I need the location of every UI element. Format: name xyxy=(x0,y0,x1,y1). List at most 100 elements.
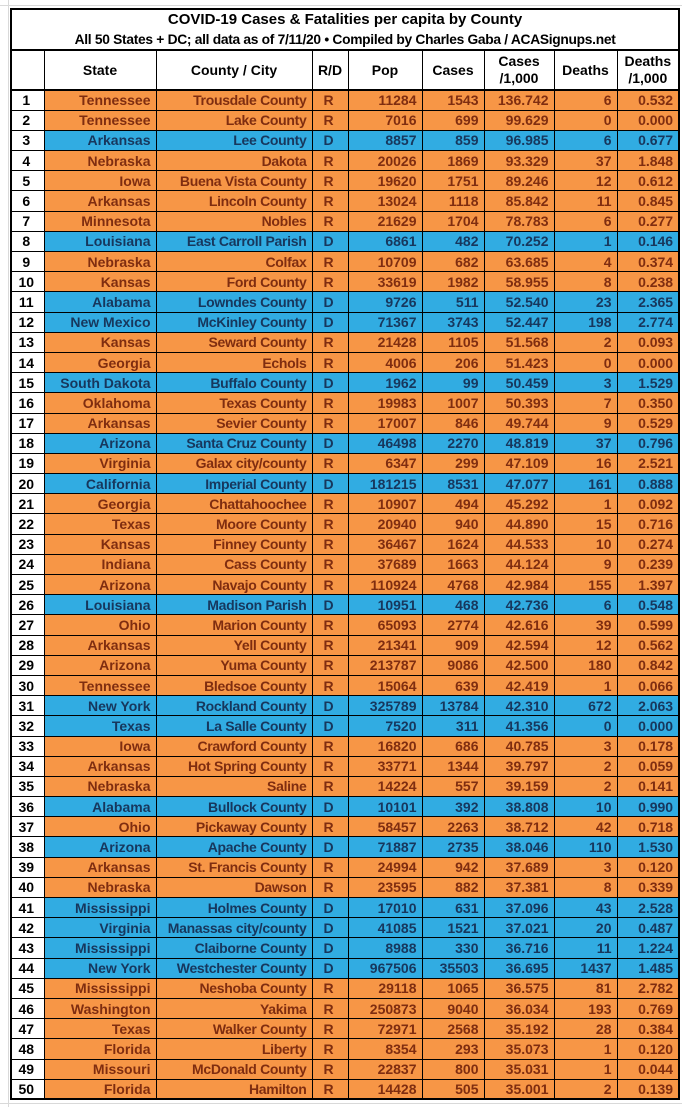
deaths-cell[interactable]: 42 xyxy=(553,816,618,838)
cases-cell[interactable]: 392 xyxy=(421,796,485,818)
deaths-cell[interactable]: 1 xyxy=(553,674,618,697)
deaths-cell[interactable]: 6 xyxy=(553,594,618,616)
state-cell[interactable]: Missouri xyxy=(43,1058,157,1080)
party-cell[interactable]: R xyxy=(311,634,349,656)
county-cell[interactable]: East Carroll Parish xyxy=(155,230,313,253)
cases-cell[interactable]: 639 xyxy=(421,674,485,697)
cases-per-1000-cell[interactable]: 42.500 xyxy=(483,654,555,676)
state-cell[interactable]: Texas xyxy=(43,715,157,737)
pop-cell[interactable]: 37689 xyxy=(347,553,423,576)
county-cell[interactable]: Echols xyxy=(155,351,313,374)
deaths-cell[interactable]: 3 xyxy=(553,372,618,394)
rank-cell[interactable]: 9 xyxy=(10,250,45,273)
cases-cell[interactable]: 330 xyxy=(421,937,485,959)
pop-cell[interactable]: 23595 xyxy=(347,876,423,899)
cases-cell[interactable]: 9040 xyxy=(421,997,485,1020)
county-cell[interactable]: Hot Spring County xyxy=(155,755,313,777)
county-cell[interactable]: McKinley County xyxy=(155,311,313,333)
state-cell[interactable]: Florida xyxy=(43,1078,157,1100)
state-cell[interactable]: Tennessee xyxy=(43,674,157,697)
cases-cell[interactable]: 1624 xyxy=(421,533,485,555)
pop-cell[interactable]: 65093 xyxy=(347,614,423,636)
state-cell[interactable]: Virginia xyxy=(43,917,157,939)
header-deaths-per-1000[interactable]: Deaths /1,000 xyxy=(616,49,680,91)
county-cell[interactable]: Imperial County xyxy=(155,473,313,495)
pop-cell[interactable]: 7016 xyxy=(347,109,423,131)
cases-per-1000-cell[interactable]: 85.842 xyxy=(483,190,555,212)
state-cell[interactable]: Nebraska xyxy=(43,250,157,273)
rank-cell[interactable]: 43 xyxy=(10,937,45,959)
deaths-per-1000-cell[interactable]: 0.339 xyxy=(616,876,680,899)
party-cell[interactable]: R xyxy=(311,331,349,353)
rank-cell[interactable]: 19 xyxy=(10,452,45,475)
state-cell[interactable]: Arizona xyxy=(43,836,157,858)
deaths-cell[interactable]: 6 xyxy=(553,129,618,152)
deaths-cell[interactable]: 8 xyxy=(553,271,618,293)
cases-cell[interactable]: 909 xyxy=(421,634,485,656)
state-cell[interactable]: Alabama xyxy=(43,291,157,313)
state-cell[interactable]: Arizona xyxy=(43,432,157,454)
rank-cell[interactable]: 11 xyxy=(10,291,45,313)
rank-cell[interactable]: 16 xyxy=(10,392,45,414)
deaths-cell[interactable]: 9 xyxy=(553,412,618,434)
party-cell[interactable]: R xyxy=(311,271,349,293)
pop-cell[interactable]: 33619 xyxy=(347,271,423,293)
county-cell[interactable]: Pickaway County xyxy=(155,816,313,838)
cases-cell[interactable]: 631 xyxy=(421,896,485,919)
cases-cell[interactable]: 468 xyxy=(421,594,485,616)
cases-per-1000-cell[interactable]: 35.192 xyxy=(483,1018,555,1040)
pop-cell[interactable]: 8988 xyxy=(347,937,423,959)
deaths-cell[interactable]: 37 xyxy=(553,150,618,172)
deaths-cell[interactable]: 1 xyxy=(553,1058,618,1080)
rank-cell[interactable]: 31 xyxy=(10,695,45,717)
party-cell[interactable]: R xyxy=(311,553,349,576)
cases-cell[interactable]: 699 xyxy=(421,109,485,131)
pop-cell[interactable]: 46498 xyxy=(347,432,423,454)
cases-cell[interactable]: 311 xyxy=(421,715,485,737)
cases-per-1000-cell[interactable]: 51.568 xyxy=(483,331,555,353)
state-cell[interactable]: Arkansas xyxy=(43,412,157,434)
rank-cell[interactable]: 6 xyxy=(10,190,45,212)
county-cell[interactable]: Liberty xyxy=(155,1038,313,1060)
cases-cell[interactable]: 299 xyxy=(421,452,485,475)
county-cell[interactable]: Dakota xyxy=(155,150,313,172)
state-cell[interactable]: Indiana xyxy=(43,553,157,576)
state-cell[interactable]: New York xyxy=(43,957,157,979)
party-cell[interactable]: D xyxy=(311,917,349,939)
deaths-per-1000-cell[interactable]: 0.059 xyxy=(616,755,680,777)
deaths-per-1000-cell[interactable]: 1.530 xyxy=(616,836,680,858)
rank-cell[interactable]: 29 xyxy=(10,654,45,676)
header-cases[interactable]: Cases xyxy=(421,49,485,91)
deaths-cell[interactable]: 20 xyxy=(553,917,618,939)
cases-cell[interactable]: 482 xyxy=(421,230,485,253)
deaths-cell[interactable]: 4 xyxy=(553,250,618,273)
rank-cell[interactable]: 44 xyxy=(10,957,45,979)
party-cell[interactable]: R xyxy=(311,755,349,777)
state-cell[interactable]: South Dakota xyxy=(43,372,157,394)
pop-cell[interactable]: 8354 xyxy=(347,1038,423,1060)
party-cell[interactable]: R xyxy=(311,1018,349,1040)
state-cell[interactable]: Alabama xyxy=(43,796,157,818)
cases-per-1000-cell[interactable]: 42.419 xyxy=(483,674,555,697)
deaths-per-1000-cell[interactable]: 0.350 xyxy=(616,392,680,414)
rank-cell[interactable]: 10 xyxy=(10,271,45,293)
rank-cell[interactable]: 46 xyxy=(10,997,45,1020)
cases-per-1000-cell[interactable]: 52.447 xyxy=(483,311,555,333)
party-cell[interactable]: R xyxy=(311,250,349,273)
county-cell[interactable]: Claiborne County xyxy=(155,937,313,959)
deaths-per-1000-cell[interactable]: 0.141 xyxy=(616,775,680,798)
pop-cell[interactable]: 19620 xyxy=(347,170,423,192)
pop-cell[interactable]: 6347 xyxy=(347,452,423,475)
deaths-cell[interactable]: 12 xyxy=(553,634,618,656)
party-cell[interactable]: D xyxy=(311,937,349,959)
cases-per-1000-cell[interactable]: 48.819 xyxy=(483,432,555,454)
state-cell[interactable]: Washington xyxy=(43,997,157,1020)
deaths-cell[interactable]: 9 xyxy=(553,553,618,576)
pop-cell[interactable]: 15064 xyxy=(347,674,423,697)
state-cell[interactable]: Iowa xyxy=(43,170,157,192)
cases-cell[interactable]: 1065 xyxy=(421,977,485,999)
header-deaths[interactable]: Deaths xyxy=(553,49,618,91)
party-cell[interactable]: R xyxy=(311,614,349,636)
cases-per-1000-cell[interactable]: 44.890 xyxy=(483,513,555,535)
cases-cell[interactable]: 35503 xyxy=(421,957,485,979)
